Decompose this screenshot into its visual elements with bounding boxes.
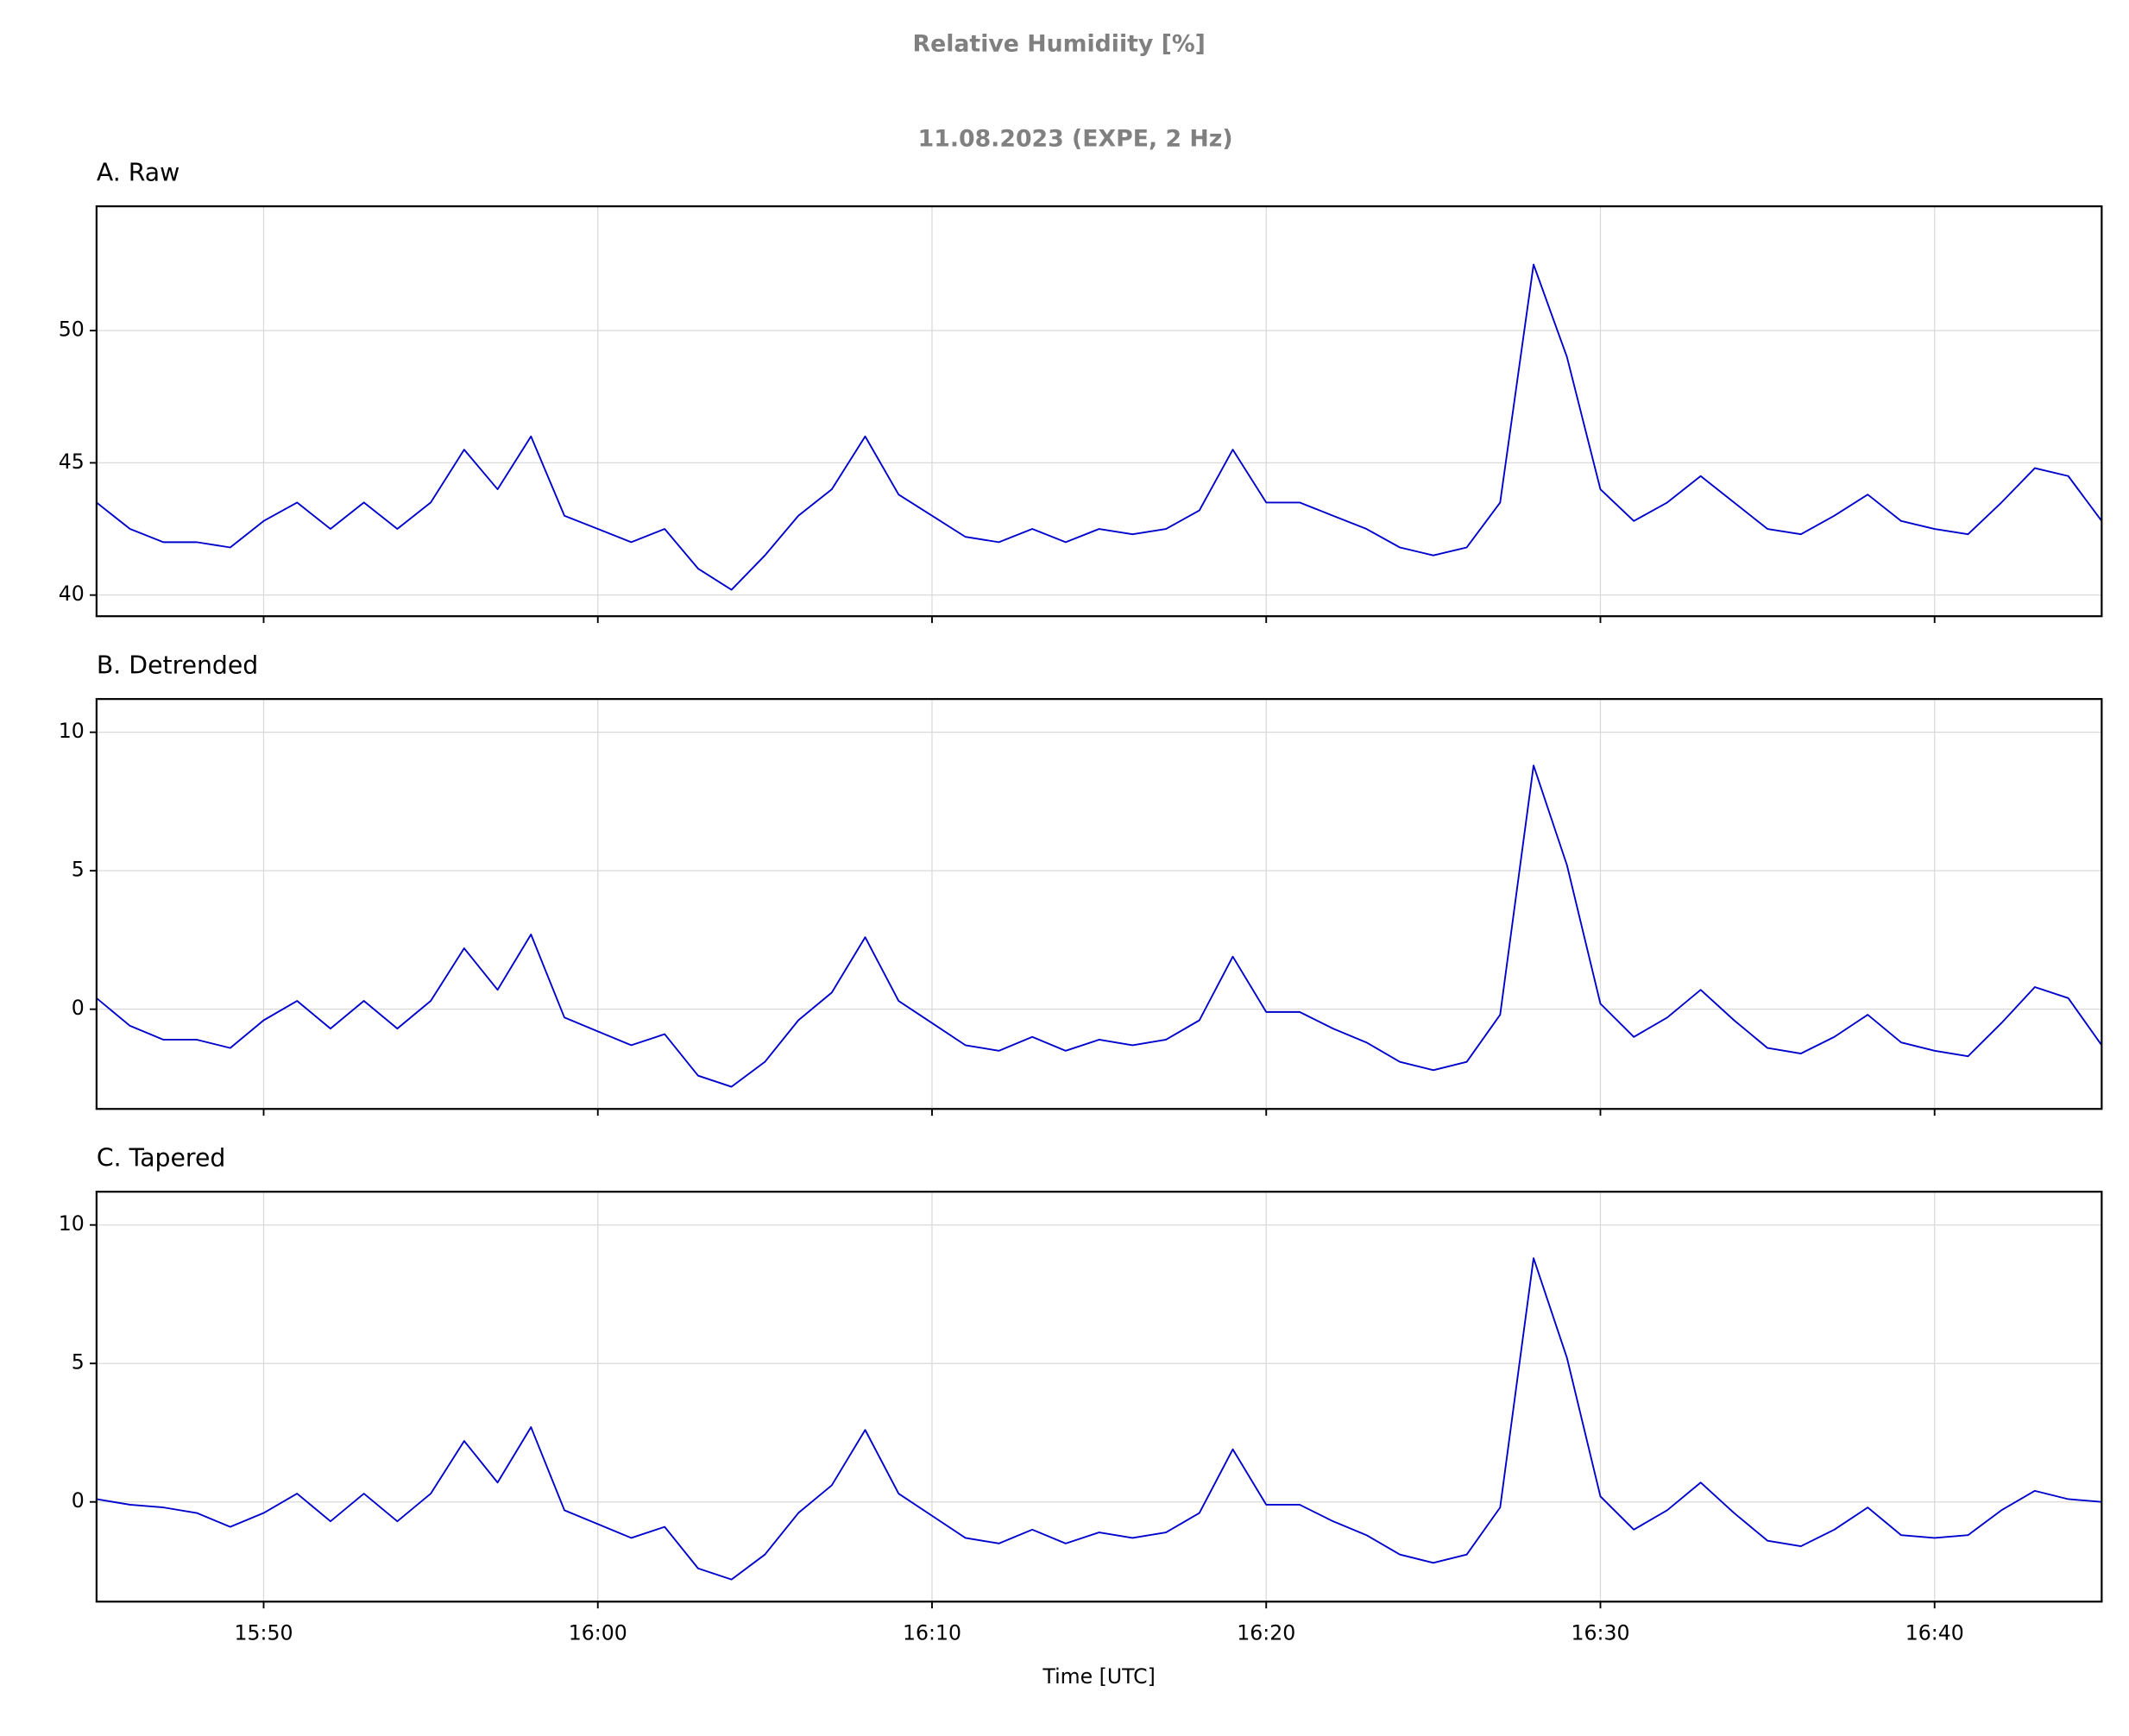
x-axis-label: Time [UTC]	[1042, 1664, 1155, 1689]
panel-title: B. Detrended	[97, 651, 258, 679]
y-tick-label: 45	[59, 450, 85, 474]
x-tick-label: 15:50	[235, 1621, 293, 1645]
x-tick-label: 16:10	[903, 1621, 961, 1645]
panel-title: A. Raw	[97, 158, 180, 186]
y-tick-label: 50	[59, 318, 85, 342]
y-tick-label: 0	[72, 996, 85, 1020]
y-tick-label: 0	[72, 1488, 85, 1513]
series-line	[96, 764, 2103, 1088]
x-tick-label: 16:40	[1905, 1621, 1964, 1645]
figure-title: Relative Humidiity [%]	[913, 30, 1206, 57]
y-tick-label: 10	[59, 719, 85, 743]
axes-frame	[95, 698, 2103, 1110]
axes-frame	[95, 1191, 2103, 1603]
figure-subtitle: 11.08.2023 (EXPE, 2 Hz)	[918, 126, 1233, 153]
y-tick-label: 5	[72, 1350, 85, 1374]
axes-frame	[95, 205, 2103, 618]
x-tick-label: 16:30	[1572, 1621, 1630, 1645]
y-tick-label: 40	[59, 582, 85, 606]
x-tick-label: 16:20	[1237, 1621, 1295, 1645]
x-tick-label: 16:00	[569, 1621, 627, 1645]
series-line	[96, 1257, 2102, 1581]
series-line	[96, 263, 2103, 591]
panel-title: C. Tapered	[97, 1143, 225, 1172]
y-tick-label: 5	[72, 858, 85, 882]
y-tick-label: 10	[59, 1211, 85, 1236]
